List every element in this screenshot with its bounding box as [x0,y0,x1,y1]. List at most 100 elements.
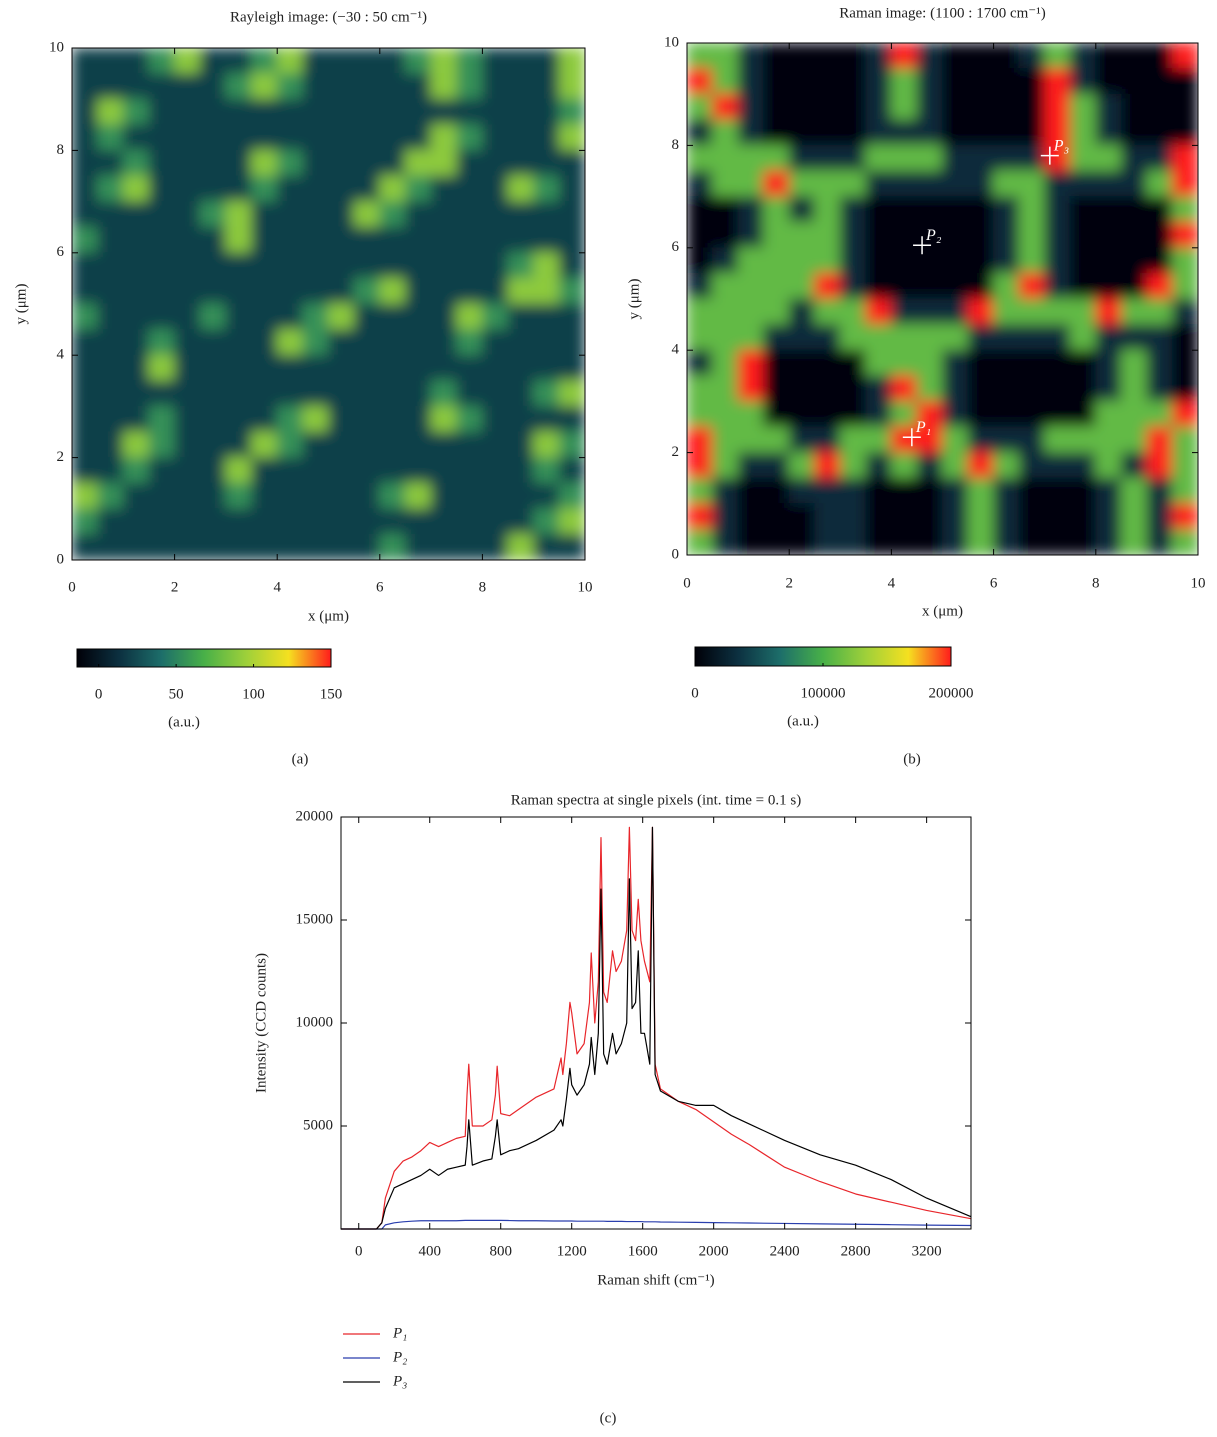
heatmap-cell [353,482,381,510]
heatmap-cell [942,196,969,223]
heatmap-cell [225,380,253,407]
x-tick-label: 2 [171,579,179,595]
heatmap-cell [72,48,99,75]
heatmap-cell [890,298,918,326]
heatmap-cell [712,247,739,274]
heatmap-cell [456,457,483,484]
heatmap-cell [1095,196,1122,223]
heatmap-cell [763,119,790,146]
heatmap-cell [353,73,381,100]
heatmap-cell [122,533,150,560]
colorbar [76,648,332,668]
heatmap-cell [148,98,176,126]
x-axis-label: x (μm) [922,603,963,619]
heatmap-cell [404,329,432,356]
heatmap-cell [967,400,995,428]
chart-title: Rayleigh image: (−30 : 50 cm⁻¹) [230,9,427,25]
point-label: P₂ [925,227,942,244]
heatmap-cell [404,380,432,407]
heatmap-cell [1146,503,1173,530]
heatmap-cell [430,98,458,126]
heatmap-cell [97,277,124,305]
heatmap-cell [328,380,355,407]
x-tick-label: 2000 [699,1243,729,1259]
heatmap-cell [174,175,201,203]
heatmap-cell [763,272,790,300]
heatmap-cell [276,533,304,560]
heatmap-cell [404,48,432,75]
heatmap-cell [788,196,816,223]
heatmap-cell [558,457,585,484]
heatmap-cell [865,247,892,274]
heatmap-cell [814,400,841,428]
heatmap-cell [328,252,355,279]
heatmap-cell [456,508,483,535]
heatmap-cell [379,149,406,177]
heatmap-cell [967,349,995,377]
heatmap-cell [942,43,969,70]
heatmap-cell [122,48,150,75]
heatmap-cell [276,431,304,459]
heatmap-cell [353,303,381,331]
heatmap-cell [1018,298,1046,326]
heatmap-cell [174,405,201,433]
heatmap-cell [199,48,227,75]
heatmap-cell [993,272,1020,300]
colorbar-tick-label: 0 [95,686,103,702]
heatmap-cell [712,400,739,428]
heatmap-cell [174,380,201,407]
heatmap-cell [148,149,176,177]
heatmap-cell [1146,400,1173,428]
heatmap-cell [712,196,739,223]
heatmap-cell [72,303,99,331]
heatmap-cell [1120,272,1148,300]
heatmap-cell [122,73,150,100]
heatmap-cell [967,221,995,249]
heatmap-cell [1095,400,1122,428]
heatmap-cell [916,68,943,95]
heatmap-cell [558,277,585,305]
heatmap-cell [763,452,790,479]
heatmap-cell [481,508,509,535]
heatmap-cell [890,528,918,555]
heatmap-cell [1146,144,1173,172]
heatmap-cell [687,43,714,70]
heatmap-cell [1044,196,1071,223]
heatmap-cell [174,73,201,100]
heatmap-cell [558,201,585,228]
heatmap-cell [72,124,99,151]
heatmap [687,43,1198,555]
heatmap-cell [993,324,1020,351]
heatmap-cell [481,354,509,382]
heatmap-cell [533,303,560,331]
heatmap-cell [558,482,585,510]
heatmap-cell [148,303,176,331]
heatmap-cell [1095,272,1122,300]
heatmap-cell [1044,144,1071,172]
heatmap-cell [430,303,458,331]
heatmap-cell [276,508,304,535]
heatmap-cell [763,375,790,402]
heatmap-cell [993,247,1020,274]
heatmap-cell [353,508,381,535]
heatmap-cell [97,48,124,75]
series-line [341,826,972,1230]
heatmap-cell [916,43,943,70]
heatmap-cell [251,175,278,203]
heatmap-cell [814,477,841,505]
heatmap-cell [302,354,329,382]
heatmap-cell [737,426,765,454]
heatmap-cell [942,503,969,530]
panel-label: (b) [903,751,921,767]
heatmap-cell [916,221,943,249]
heatmap-cell [558,303,585,331]
heatmap-cell [916,324,943,351]
y-tick-label: 2 [672,444,680,460]
heatmap-cell [97,533,124,560]
heatmap-cell [865,400,892,428]
heatmap-cell [251,431,278,459]
heatmap-cell [890,68,918,95]
heatmap-cell [1171,170,1198,198]
heatmap-cell [1095,503,1122,530]
heatmap-cell [967,196,995,223]
